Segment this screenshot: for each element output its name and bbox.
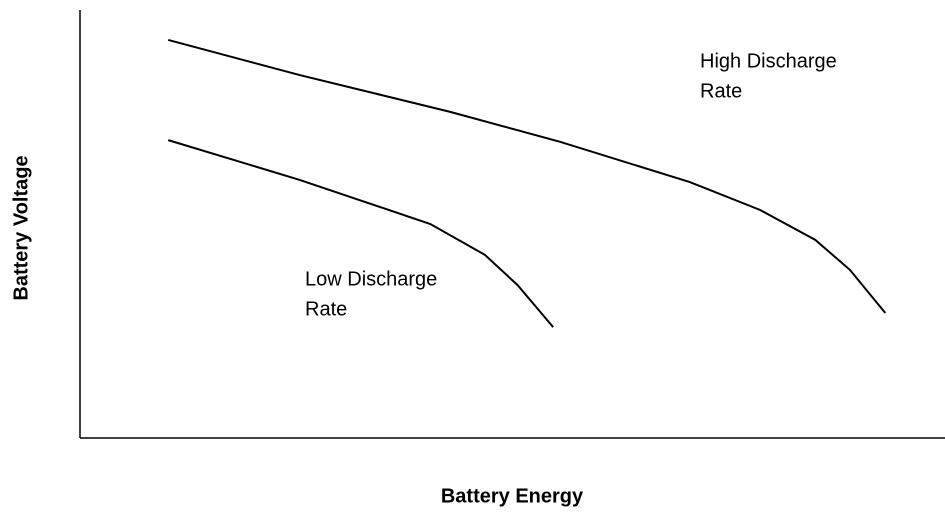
series-label: Rate [700, 80, 742, 102]
line [167, 139, 554, 328]
x-axis-title: Battery Energy [441, 485, 584, 507]
y-axis-title: Battery Voltage [10, 155, 32, 300]
series-label: Low Discharge [305, 268, 437, 290]
series-label: Rate [305, 298, 347, 320]
line [167, 38, 887, 314]
series-label: High Discharge [700, 50, 837, 72]
